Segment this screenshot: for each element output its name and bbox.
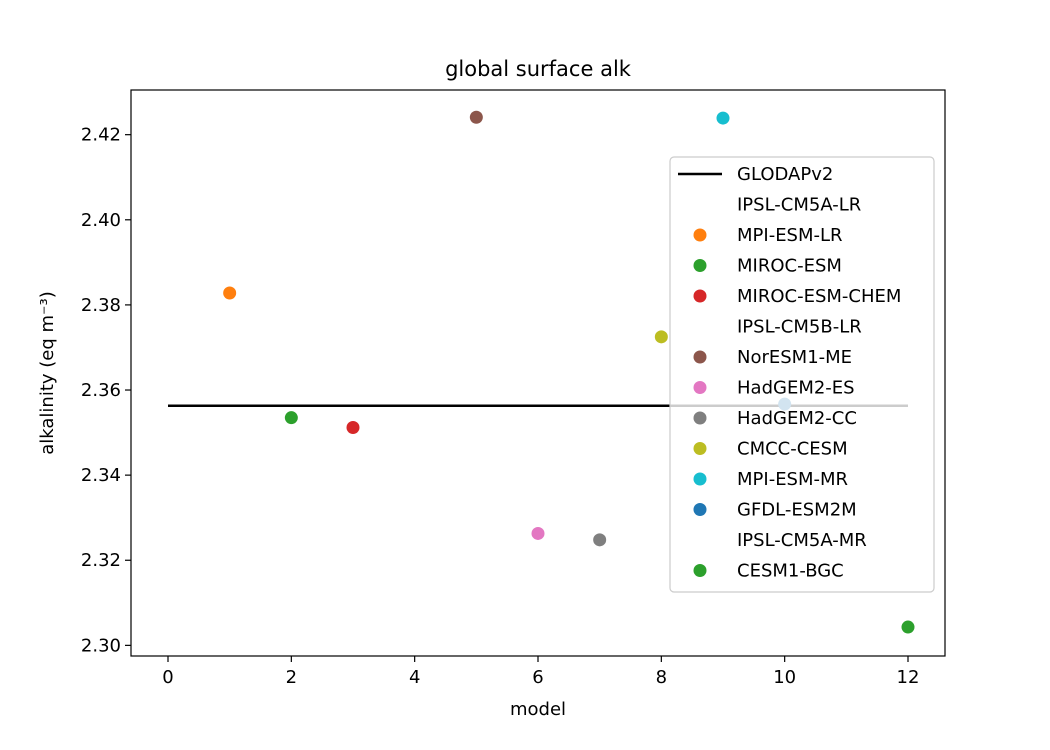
data-point-hadgem2-es: [531, 526, 545, 540]
legend: GLODAPv2 IPSL-CM5A-LR MPI-ESM-LR MIROC-ESM M…: [669, 156, 935, 593]
legend-label: MPI-ESM-MR: [737, 469, 848, 490]
legend-marker-swatch: [693, 564, 707, 577]
legend-marker-swatch: [693, 350, 707, 364]
chart-title: global surface alk: [445, 57, 632, 81]
y-tick-label: 2.38: [81, 295, 121, 316]
data-point-cmcc-cesm: [654, 330, 668, 344]
legend-label: MIROC-ESM: [737, 256, 842, 277]
y-axis-ticks: 2.30 2.32 2.34 2.36 2.38 2.40 2.42: [81, 125, 131, 656]
legend-marker-swatch: [693, 442, 707, 455]
x-tick-label: 10: [773, 667, 796, 688]
legend-marker-swatch: [693, 289, 707, 303]
legend-label: NorESM1-ME: [737, 347, 852, 368]
legend-marker-swatch: [693, 381, 707, 394]
legend-marker-swatch: [693, 411, 707, 425]
legend-label: MPI-ESM-LR: [737, 225, 843, 246]
x-axis-ticks: 0 2 4 6 8 10 12: [162, 656, 919, 688]
legend-marker-swatch: [693, 320, 707, 333]
data-point-mpi-esm-mr: [716, 111, 730, 125]
legend-marker-swatch: [693, 503, 707, 516]
y-tick-label: 2.36: [81, 380, 121, 401]
legend-label: IPSL-CM5A-MR: [737, 530, 867, 551]
legend-marker-swatch: [693, 198, 707, 211]
legend-label: HadGEM2-CC: [737, 408, 857, 429]
y-axis-label: alkalinity (eq m⁻³): [37, 291, 58, 455]
x-tick-label: 12: [897, 667, 920, 688]
x-tick-label: 4: [409, 667, 420, 688]
y-tick-label: 2.40: [81, 210, 121, 231]
x-tick-label: 6: [532, 667, 543, 688]
legend-label: GFDL-ESM2M: [737, 500, 857, 521]
legend-label: CMCC-CESM: [737, 439, 848, 460]
data-point-miroc-esm-chem: [346, 420, 360, 434]
legend-label: CESM1-BGC: [737, 561, 844, 582]
y-tick-label: 2.34: [81, 465, 121, 486]
y-tick-label: 2.42: [81, 125, 121, 146]
legend-marker-swatch: [693, 472, 707, 486]
data-point-noresm1-me: [469, 110, 483, 124]
y-tick-label: 2.30: [81, 635, 121, 656]
legend-label: IPSL-CM5B-LR: [737, 317, 862, 338]
data-point-hadgem2-cc: [593, 533, 607, 547]
x-tick-label: 0: [162, 667, 173, 688]
x-tick-label: 2: [286, 667, 297, 688]
data-point-cesm1-bgc: [901, 620, 915, 634]
legend-marker-swatch: [693, 533, 707, 547]
legend-marker-swatch: [693, 228, 707, 242]
y-tick-label: 2.32: [81, 550, 121, 571]
x-axis-label: model: [510, 699, 566, 720]
legend-label: MIROC-ESM-CHEM: [737, 286, 901, 307]
data-point-mpi-esm-lr: [223, 286, 237, 300]
x-tick-label: 8: [656, 667, 667, 688]
data-point-miroc-esm: [284, 411, 298, 425]
legend-label: GLODAPv2: [737, 164, 833, 185]
legend-marker-swatch: [693, 259, 707, 272]
legend-box: [669, 156, 935, 593]
legend-label: IPSL-CM5A-LR: [737, 195, 861, 216]
legend-label: HadGEM2-ES: [737, 378, 855, 399]
